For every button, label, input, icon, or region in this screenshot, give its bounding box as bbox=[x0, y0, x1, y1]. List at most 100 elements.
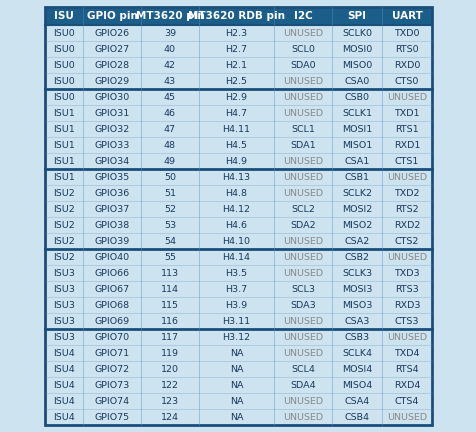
Bar bbox=[45, 105, 83, 121]
Text: GPIO34: GPIO34 bbox=[94, 156, 129, 165]
Text: ISU1: ISU1 bbox=[53, 172, 75, 181]
Bar bbox=[331, 329, 381, 345]
Bar bbox=[45, 73, 83, 89]
Text: MISO4: MISO4 bbox=[341, 381, 371, 390]
Text: MT3620 RDB pin: MT3620 RDB pin bbox=[188, 11, 284, 21]
Text: 49: 49 bbox=[164, 156, 176, 165]
Bar bbox=[141, 25, 198, 41]
Text: MOSI1: MOSI1 bbox=[341, 124, 371, 133]
Bar bbox=[83, 153, 141, 169]
Bar bbox=[381, 297, 431, 313]
Text: 45: 45 bbox=[164, 92, 176, 102]
Text: ISU2: ISU2 bbox=[53, 252, 75, 261]
Text: H4.5: H4.5 bbox=[225, 140, 247, 149]
Text: H3.7: H3.7 bbox=[225, 285, 247, 293]
Bar bbox=[83, 361, 141, 377]
Bar bbox=[141, 137, 198, 153]
Text: GPIO70: GPIO70 bbox=[94, 333, 129, 342]
Bar bbox=[141, 89, 198, 105]
Bar bbox=[45, 7, 431, 425]
Bar bbox=[381, 281, 431, 297]
Bar bbox=[45, 409, 83, 425]
Text: GPIO pin: GPIO pin bbox=[86, 11, 137, 21]
Bar bbox=[273, 409, 331, 425]
Bar bbox=[381, 217, 431, 233]
Text: 47: 47 bbox=[164, 124, 176, 133]
Text: GPIO40: GPIO40 bbox=[94, 252, 129, 261]
Text: RTS4: RTS4 bbox=[394, 365, 418, 374]
Text: GPIO33: GPIO33 bbox=[94, 140, 129, 149]
Bar bbox=[141, 265, 198, 281]
Text: 46: 46 bbox=[164, 108, 176, 118]
Bar bbox=[198, 105, 273, 121]
Text: 51: 51 bbox=[164, 188, 176, 197]
Text: NA: NA bbox=[229, 349, 243, 358]
Bar bbox=[331, 377, 381, 393]
Text: H2.5: H2.5 bbox=[225, 76, 247, 86]
Text: SCLK4: SCLK4 bbox=[341, 349, 371, 358]
Text: RTS0: RTS0 bbox=[394, 44, 418, 54]
Text: ISU4: ISU4 bbox=[53, 397, 75, 406]
Text: SCL3: SCL3 bbox=[290, 285, 314, 293]
Text: SDA3: SDA3 bbox=[289, 301, 315, 309]
Bar bbox=[141, 409, 198, 425]
Bar bbox=[381, 153, 431, 169]
Text: GPIO28: GPIO28 bbox=[94, 60, 129, 70]
Bar bbox=[198, 185, 273, 201]
Text: CTS0: CTS0 bbox=[394, 76, 418, 86]
Bar bbox=[83, 201, 141, 217]
Bar bbox=[83, 137, 141, 153]
Text: SCLK0: SCLK0 bbox=[341, 29, 371, 38]
Bar bbox=[83, 345, 141, 361]
Bar bbox=[83, 377, 141, 393]
Text: ISU2: ISU2 bbox=[53, 204, 75, 213]
Bar bbox=[45, 313, 83, 329]
Bar bbox=[45, 201, 83, 217]
Text: MOSI0: MOSI0 bbox=[341, 44, 371, 54]
Bar bbox=[141, 361, 198, 377]
Bar bbox=[381, 393, 431, 409]
Text: 52: 52 bbox=[164, 204, 176, 213]
Text: H4.7: H4.7 bbox=[225, 108, 247, 118]
Bar bbox=[83, 281, 141, 297]
Bar bbox=[198, 201, 273, 217]
Text: UART: UART bbox=[391, 11, 422, 21]
Bar bbox=[331, 233, 381, 249]
Text: ISU0: ISU0 bbox=[53, 76, 75, 86]
Text: 42: 42 bbox=[164, 60, 176, 70]
Text: ISU3: ISU3 bbox=[53, 269, 75, 277]
Bar bbox=[331, 121, 381, 137]
Bar bbox=[381, 137, 431, 153]
Bar bbox=[273, 265, 331, 281]
Text: UNUSED: UNUSED bbox=[282, 269, 322, 277]
Bar bbox=[381, 7, 431, 25]
Bar bbox=[198, 377, 273, 393]
Bar bbox=[273, 361, 331, 377]
Bar bbox=[331, 41, 381, 57]
Text: MISO2: MISO2 bbox=[341, 220, 371, 229]
Bar bbox=[273, 89, 331, 105]
Bar bbox=[141, 185, 198, 201]
Text: GPIO27: GPIO27 bbox=[94, 44, 129, 54]
Bar bbox=[141, 345, 198, 361]
Bar bbox=[83, 73, 141, 89]
Bar bbox=[331, 313, 381, 329]
Bar bbox=[141, 153, 198, 169]
Bar bbox=[198, 89, 273, 105]
Bar bbox=[198, 249, 273, 265]
Text: GPIO37: GPIO37 bbox=[94, 204, 129, 213]
Bar bbox=[83, 89, 141, 105]
Bar bbox=[273, 281, 331, 297]
Bar bbox=[331, 265, 381, 281]
Bar bbox=[83, 313, 141, 329]
Bar bbox=[45, 345, 83, 361]
Text: CSB3: CSB3 bbox=[344, 333, 369, 342]
Bar bbox=[45, 7, 83, 25]
Text: GPIO35: GPIO35 bbox=[94, 172, 129, 181]
Text: H4.8: H4.8 bbox=[225, 188, 247, 197]
Bar bbox=[83, 121, 141, 137]
Text: CSB2: CSB2 bbox=[344, 252, 369, 261]
Text: GPIO66: GPIO66 bbox=[94, 269, 129, 277]
Text: GPIO69: GPIO69 bbox=[94, 317, 129, 325]
Text: MOSI3: MOSI3 bbox=[341, 285, 371, 293]
